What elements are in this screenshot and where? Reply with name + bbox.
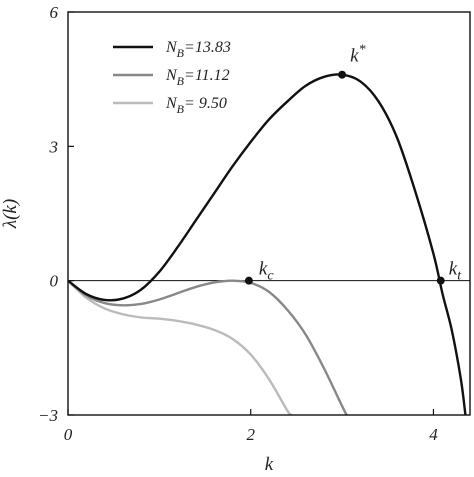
- annotation-point-0: [338, 70, 347, 79]
- y-tick-label: 0: [50, 272, 59, 291]
- annotation-label-0: k*: [350, 43, 365, 67]
- ticks-layer: 0 2 4 −3 0 3 6: [38, 3, 438, 444]
- x-tick-label: 4: [429, 425, 438, 444]
- y-tick-label: −3: [38, 406, 58, 425]
- series-line-0: [68, 73, 467, 415]
- legend-label-2: NB= 9.50: [165, 95, 227, 116]
- annotation-label-2: kt: [449, 259, 462, 284]
- legend-label-1: NB=11.12: [165, 67, 230, 88]
- annotation-point-1: [244, 276, 253, 285]
- annotation-point-2: [436, 276, 445, 285]
- y-axis-label: λ(k): [0, 199, 21, 229]
- y-tick-label: 6: [50, 3, 59, 22]
- plot-frame: [67, 11, 471, 416]
- x-tick-label: 0: [64, 425, 73, 444]
- legend-label-0: NB=13.83: [165, 39, 231, 60]
- x-tick-label: 2: [246, 425, 255, 444]
- x-axis-label: k: [265, 454, 274, 475]
- y-tick-label: 3: [49, 137, 59, 156]
- series-line-2: [68, 279, 293, 415]
- legend: NB=13.83 NB=11.12 NB= 9.50: [113, 39, 231, 116]
- series-line-1: [68, 279, 348, 415]
- annotation-label-1: kc: [259, 259, 274, 284]
- series-layer: [68, 73, 467, 415]
- annotations: k* kc kt: [244, 43, 462, 285]
